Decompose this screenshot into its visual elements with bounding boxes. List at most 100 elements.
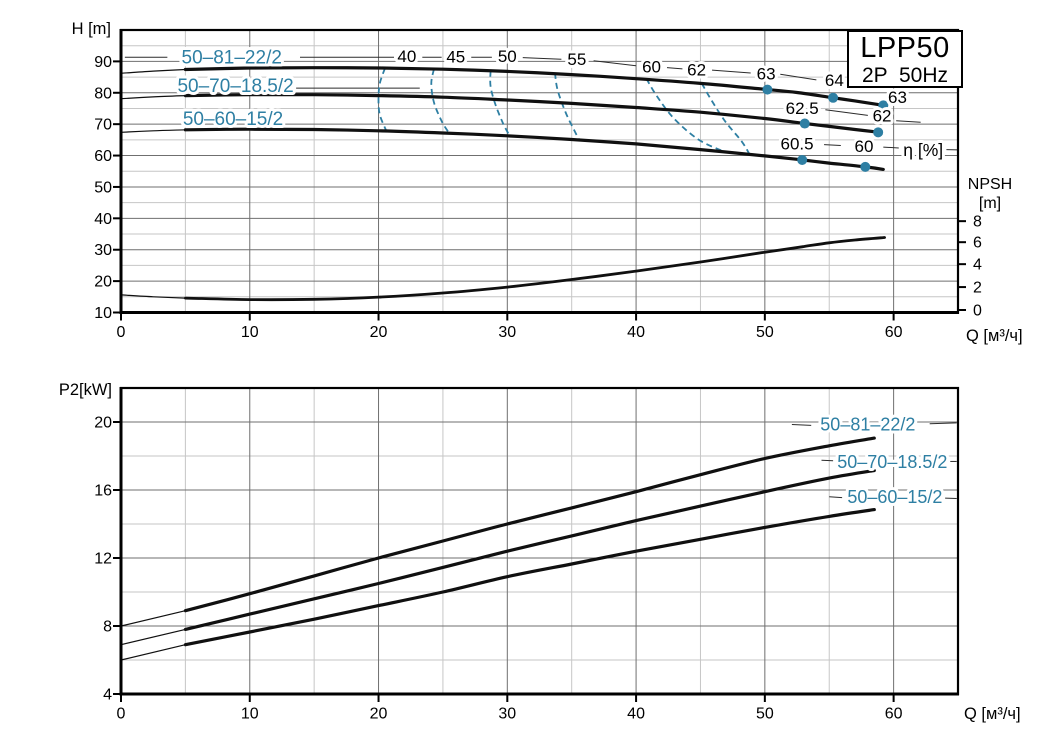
efficiency-value-label: 62 bbox=[873, 107, 892, 126]
efficiency-value-label: 62.5 bbox=[786, 99, 819, 118]
x-axis-title: Q [м³/ч] bbox=[966, 327, 1023, 345]
y-tick-label: 10 bbox=[94, 305, 112, 322]
efficiency-point-64 bbox=[828, 92, 839, 103]
label-leader-line bbox=[666, 67, 683, 70]
efficiency-point-60.5 bbox=[797, 154, 808, 165]
curve-label-50–60–15/2: 50–60–15/2 bbox=[847, 487, 942, 507]
y-tick-label: 90 bbox=[94, 54, 112, 71]
x-tick-label: 10 bbox=[241, 324, 259, 341]
efficiency-contour-label: 50 bbox=[498, 47, 517, 66]
curve-leadin-50–60–15/2 bbox=[120, 644, 186, 661]
label-leader-line bbox=[824, 144, 841, 147]
efficiency-point-62.5 bbox=[799, 118, 810, 129]
efficiency-value-label: 63 bbox=[888, 88, 907, 107]
x-tick-label: 20 bbox=[370, 706, 388, 723]
axes-frame: 0 10 20 30 40 50 60 4 8 12 16 20 P2[kW] Q [м³/ч] bbox=[59, 381, 1021, 723]
y-tick-label: 40 bbox=[94, 211, 112, 228]
curve-leadin-50–70–18.5/2 bbox=[120, 628, 186, 646]
chart-title-box: LPP50 2P 50Hz bbox=[847, 30, 963, 88]
npsh-tick-label: 6 bbox=[973, 235, 982, 252]
y-tick-label: 20 bbox=[94, 274, 112, 291]
efficiency-contour-label: 55 bbox=[567, 50, 586, 69]
curve-label-50–70–18.5/2: 50–70–18.5/2 bbox=[177, 76, 293, 97]
x-tick-label: 30 bbox=[498, 706, 516, 723]
efficiency-contour-50 bbox=[489, 70, 511, 137]
y-tick-label: 12 bbox=[94, 551, 112, 568]
y-tick-label: 70 bbox=[94, 117, 112, 134]
label-leader-line bbox=[829, 496, 843, 499]
npsh-axis-title: [m] bbox=[979, 195, 1001, 212]
curve-50–70–18.5/2 bbox=[183, 468, 876, 631]
efficiency-contour-60 bbox=[645, 78, 732, 154]
label-leader-line bbox=[883, 146, 899, 149]
curve-leadin-50–81–22/2 bbox=[120, 68, 186, 74]
x-tick-label: 40 bbox=[627, 324, 645, 341]
y-tick-label: 20 bbox=[94, 415, 112, 432]
efficiency-value-label: 63 bbox=[757, 65, 776, 84]
curve-50–81–22/2 bbox=[183, 66, 885, 107]
curve-50–70–18.5/2 bbox=[183, 92, 882, 134]
curve-label-50–70–18.5/2: 50–70–18.5/2 bbox=[837, 452, 947, 472]
pump-spec: 2P 50Hz bbox=[862, 64, 948, 87]
label-leader-line bbox=[712, 69, 751, 74]
eta-axis-label: η [%] bbox=[903, 140, 943, 160]
curve-label-50–81–22/2: 50–81–22/2 bbox=[820, 415, 915, 435]
y-axis-title: P2[kW] bbox=[59, 381, 112, 399]
npsh-tick-label: 0 bbox=[973, 302, 982, 319]
npsh-tick-label: 8 bbox=[973, 214, 982, 231]
x-tick-label: 10 bbox=[241, 706, 259, 723]
efficiency-contour-label: 40 bbox=[397, 47, 416, 66]
label-leader-line bbox=[929, 422, 957, 425]
y-tick-label: 16 bbox=[94, 483, 112, 500]
curve-leadin-50–81–22/2 bbox=[120, 610, 186, 627]
efficiency-contour-label: 60 bbox=[642, 57, 661, 76]
x-tick-label: 50 bbox=[756, 706, 774, 723]
label-leader-line bbox=[780, 73, 817, 81]
y-tick-label: 30 bbox=[94, 242, 112, 259]
x-tick-label: 60 bbox=[885, 324, 903, 341]
x-tick-label: 20 bbox=[370, 324, 388, 341]
y-tick-label: 4 bbox=[103, 687, 112, 704]
x-tick-label: 0 bbox=[117, 706, 126, 723]
curve-label-50–60–15/2: 50–60–15/2 bbox=[183, 109, 283, 130]
x-tick-label: 60 bbox=[885, 706, 903, 723]
label-leader-line bbox=[791, 424, 812, 426]
x-axis-title: Q [м³/ч] bbox=[964, 705, 1021, 723]
efficiency-contour-label: 45 bbox=[446, 48, 465, 67]
label-leader-line bbox=[821, 459, 834, 462]
grid bbox=[121, 30, 958, 313]
efficiency-point-63 bbox=[878, 100, 889, 111]
x-tick-label: 50 bbox=[756, 324, 774, 341]
x-tick-label: 30 bbox=[498, 324, 516, 341]
npsh-tick-label: 2 bbox=[973, 280, 982, 297]
y-tick-label: 60 bbox=[94, 148, 112, 165]
curve-label-50–81–22/2: 50–81–22/2 bbox=[182, 48, 282, 69]
curve-50–60–15/2 bbox=[183, 508, 876, 647]
npsh-axis: 8 6 4 2 0 NPSH [m] bbox=[958, 176, 1012, 319]
curve-leadin-50–60–15/2 bbox=[120, 129, 186, 133]
y-tick-label: 50 bbox=[94, 179, 112, 196]
label-leader-line bbox=[825, 109, 868, 116]
efficiency-contour-40 bbox=[377, 67, 388, 132]
curve-50–81–22/2 bbox=[183, 436, 876, 613]
efficiency-value-label: 64 bbox=[825, 71, 844, 90]
label-leader-line bbox=[896, 120, 921, 123]
y-axis-title: H [m] bbox=[72, 20, 111, 38]
npsh-axis-title: NPSH bbox=[968, 176, 1012, 193]
label-leader-line bbox=[522, 57, 562, 60]
efficiency-contour-label: 62 bbox=[687, 61, 706, 80]
efficiency-value-label: 60.5 bbox=[780, 134, 813, 153]
power-chart: 50–81–22/2 50–70–18.5/2 50–60–15/2 0 10 20 30 4… bbox=[59, 381, 1021, 723]
efficiency-contour-45 bbox=[430, 69, 451, 135]
curve-leadin-50–70–18.5/2 bbox=[120, 95, 186, 100]
label-leader-line bbox=[593, 60, 637, 67]
x-tick-label: 0 bbox=[117, 324, 126, 341]
curve-50–60–15/2 bbox=[183, 127, 885, 171]
efficiency-point-62 bbox=[873, 127, 884, 138]
efficiency-point-60 bbox=[860, 161, 871, 172]
efficiency-contour-55 bbox=[554, 72, 581, 141]
